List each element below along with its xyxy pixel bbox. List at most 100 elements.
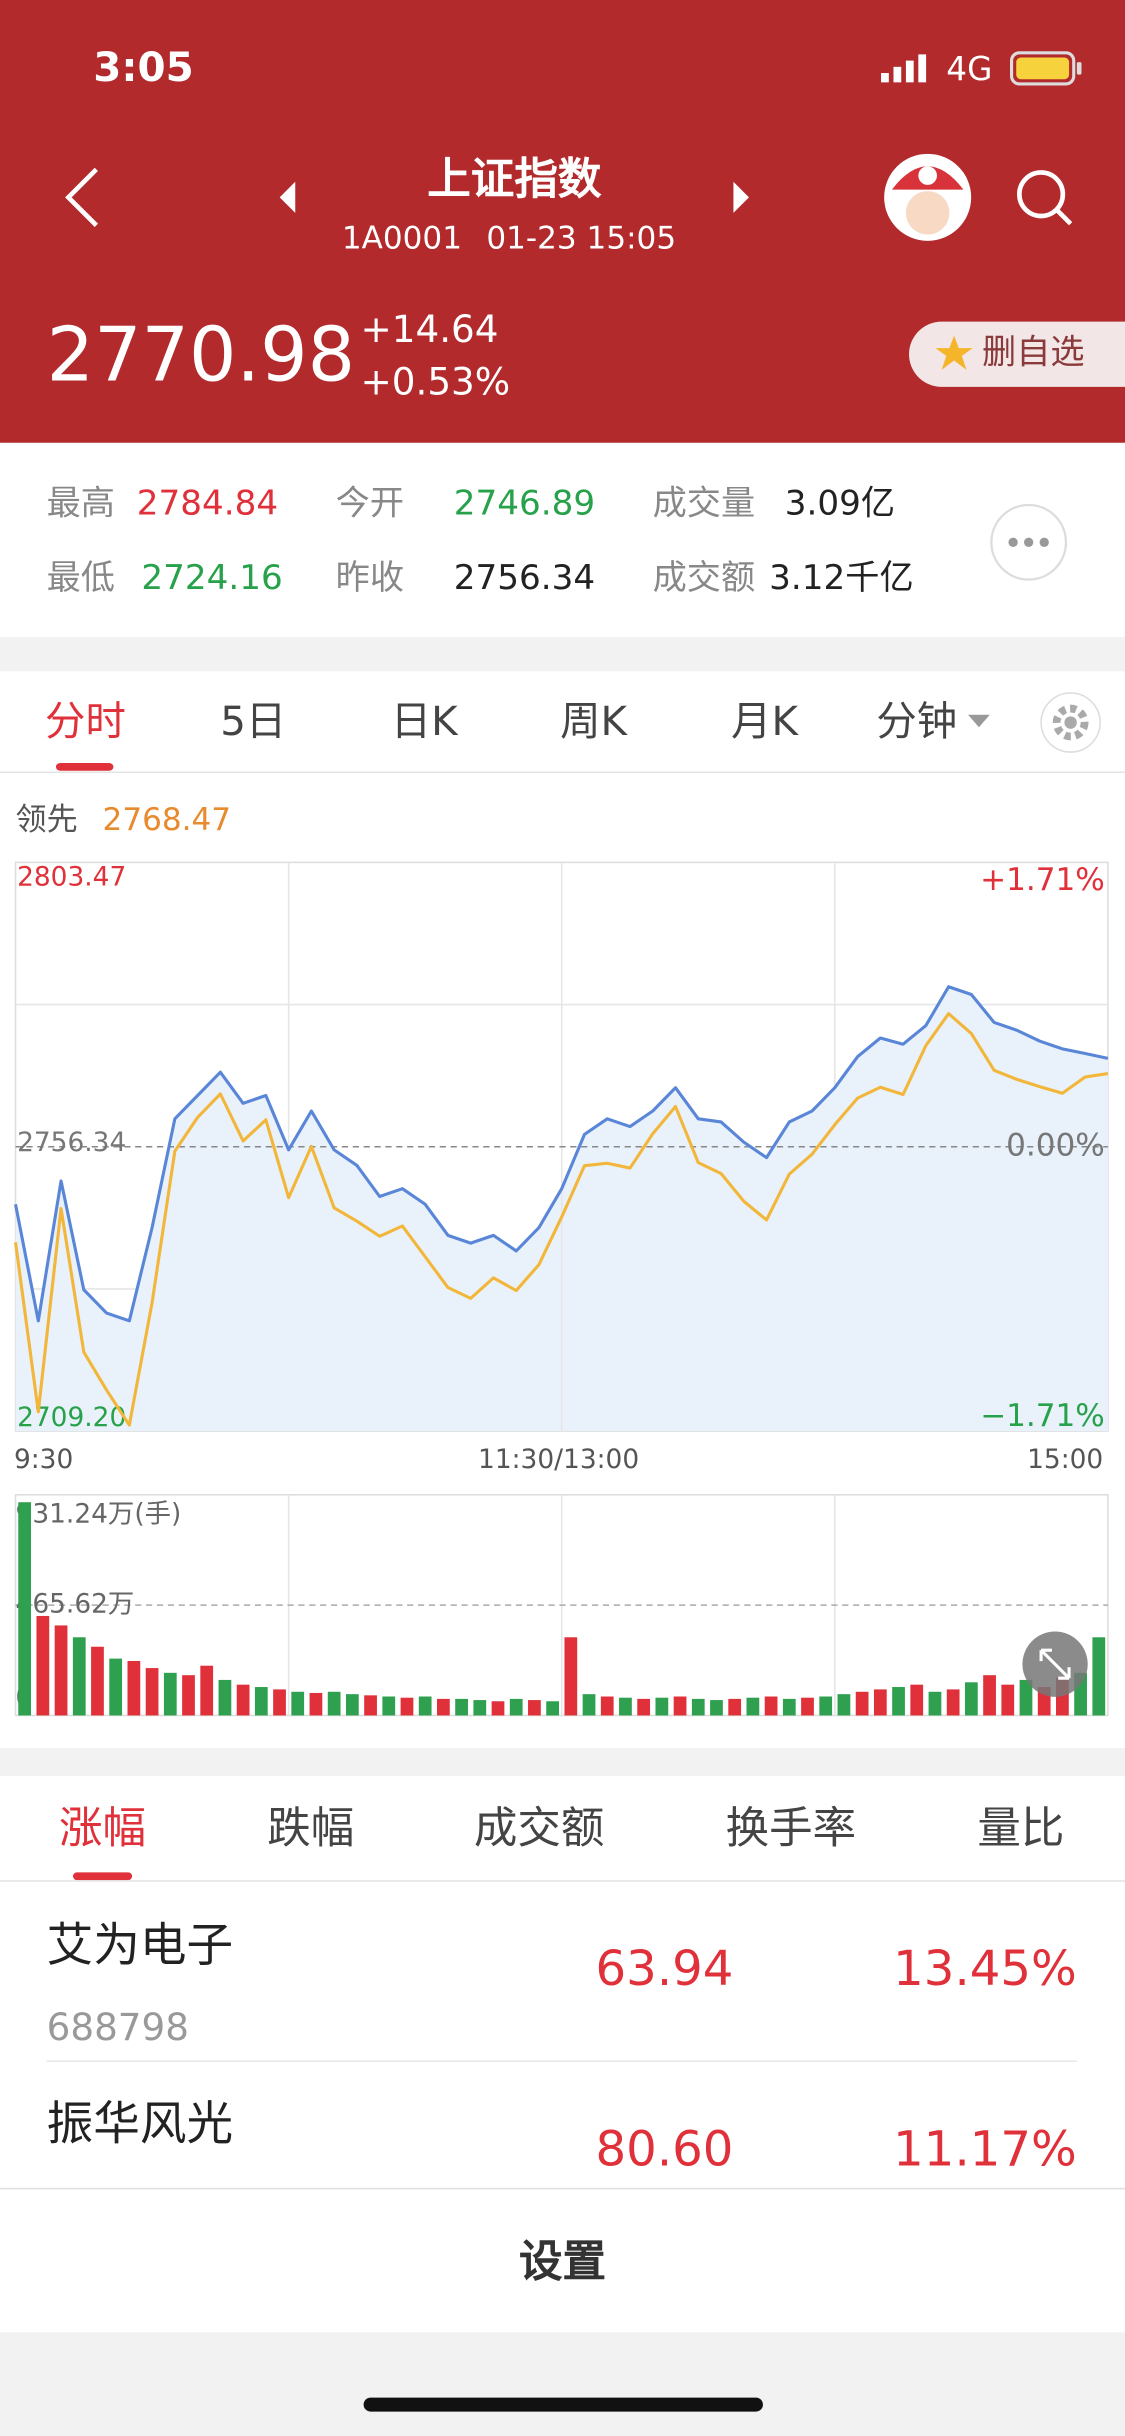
ranking-panel: 涨幅 跌幅 成交额 换手率 量比 艾为电子 688798 63.94 13.45…	[0, 1776, 1125, 2188]
change: +14.64	[360, 307, 499, 352]
price: 2770.98	[46, 312, 356, 400]
settings-gear[interactable]	[1040, 692, 1101, 753]
stat-value: 3.12千亿	[769, 559, 914, 599]
tab[interactable]: 月K	[731, 699, 798, 746]
volume-bar	[163, 1672, 177, 1716]
home-indicator	[363, 2397, 763, 2412]
volume-bar	[382, 1696, 396, 1716]
volume-bar	[345, 1694, 359, 1716]
stat-value: 2784.84	[136, 484, 279, 524]
y-tick-label: 2709.20	[17, 1402, 126, 1433]
change-pct: +0.53%	[360, 360, 511, 405]
volume-bar	[801, 1697, 814, 1716]
lead-value: 2768.47	[102, 800, 232, 838]
stock-name[interactable]: 艾为电子	[46, 1919, 234, 1974]
line	[14, 985, 1109, 1323]
volume-bar	[782, 1698, 796, 1716]
tab-indicator	[55, 762, 114, 771]
stat-label: 最低	[46, 559, 116, 599]
back-button[interactable]	[65, 167, 98, 227]
stock-price: 63.94	[595, 1941, 734, 1998]
volume-bar	[910, 1684, 924, 1716]
volume-bar	[637, 1698, 651, 1716]
avatar[interactable]	[884, 153, 972, 241]
volume-bar	[309, 1692, 323, 1716]
volume-bar	[509, 1698, 523, 1716]
volume-bar	[564, 1637, 578, 1716]
volume-bar	[983, 1675, 996, 1716]
volume-bar	[746, 1697, 760, 1716]
volume-bar	[91, 1646, 104, 1716]
tab[interactable]: 日K	[390, 699, 458, 746]
divider	[46, 2060, 1077, 2062]
volume-bar	[437, 1698, 450, 1716]
volume-bar	[18, 1502, 32, 1716]
battery-icon	[1010, 51, 1082, 86]
next-button[interactable]	[733, 181, 749, 213]
watch-button-label[interactable]: 删自选	[982, 334, 1085, 373]
dropdown-arrow[interactable]	[968, 714, 990, 728]
x-tick-label: 11:30/13:00	[478, 1444, 639, 1475]
stats-panel: 最高 2784.84 今开 2746.89 成交量 3.09亿 最低 2724.…	[0, 442, 1125, 638]
expand-button[interactable]	[1022, 1631, 1088, 1697]
volume-bar	[491, 1701, 505, 1716]
volume-bar	[728, 1698, 742, 1716]
stock-price: 80.60	[595, 2121, 734, 2178]
stat-label: 昨收	[335, 559, 405, 599]
x-tick-label: 15:00	[1027, 1444, 1103, 1475]
stock-name[interactable]: 振华风光	[46, 2097, 234, 2153]
volume-bar	[928, 1691, 942, 1716]
y2-tick-label: −1.71%	[980, 1398, 1105, 1434]
volume-bar	[254, 1687, 268, 1716]
stock-code: 688798	[46, 2006, 189, 2050]
volume-bar	[764, 1696, 778, 1716]
volume-bar	[1092, 1637, 1106, 1716]
rank-tab[interactable]: 涨幅	[59, 1802, 147, 1854]
search-button[interactable]	[1017, 170, 1073, 226]
volume-bar	[1001, 1684, 1015, 1716]
settings-button[interactable]: 设置	[518, 2236, 607, 2288]
rank-tab[interactable]: 换手率	[725, 1802, 857, 1854]
stat-label: 今开	[335, 484, 405, 524]
volume-bar	[582, 1694, 596, 1716]
stat-label: 成交额	[652, 559, 756, 599]
volume-bar	[200, 1665, 214, 1716]
watch-button[interactable]	[909, 321, 1125, 387]
volume-bar	[145, 1668, 159, 1716]
lead-label: 领先	[15, 800, 78, 838]
stock-change: 13.45%	[893, 1941, 1077, 1998]
volume-bar	[473, 1700, 487, 1716]
divider	[0, 1880, 1125, 1882]
volume-bar	[455, 1698, 468, 1716]
volume-bar	[655, 1697, 669, 1716]
rank-tab[interactable]: 量比	[977, 1802, 1065, 1854]
prev-button[interactable]	[279, 181, 296, 213]
volume-bar	[691, 1698, 705, 1716]
volume-bar	[892, 1687, 905, 1716]
volume-bar	[291, 1691, 305, 1716]
volume-bar	[964, 1682, 978, 1716]
datetime: 01-23 15:05	[486, 219, 677, 257]
y2-tick-label: +1.71%	[980, 862, 1105, 898]
tab[interactable]: 分钟	[876, 699, 958, 746]
tab[interactable]: 周K	[560, 699, 628, 746]
rank-tab[interactable]: 成交额	[473, 1802, 605, 1854]
more-button[interactable]	[988, 502, 1069, 583]
tab[interactable]: 分时	[45, 699, 126, 746]
y-tick-label: 931.24万(手)	[16, 1499, 182, 1530]
volume-bar	[54, 1625, 68, 1716]
volume-bar	[182, 1675, 195, 1716]
tab[interactable]: 5日	[220, 699, 287, 746]
volume-bar	[236, 1684, 250, 1716]
rank-tab[interactable]: 跌幅	[267, 1802, 355, 1854]
stat-value: 2724.16	[141, 559, 283, 599]
chart-layer: 9:30 11:30/13:00 15:00 2803.47 2756.34 2709.2…	[14, 861, 1109, 1717]
stat-label: 成交量	[652, 484, 756, 524]
status-time: 3:05	[93, 45, 194, 92]
volume-bar	[546, 1701, 559, 1716]
volume-bar	[600, 1696, 614, 1716]
stock-change: 11.17%	[893, 2121, 1077, 2178]
volume-bar	[528, 1700, 541, 1716]
volume-bar	[1019, 1679, 1033, 1716]
